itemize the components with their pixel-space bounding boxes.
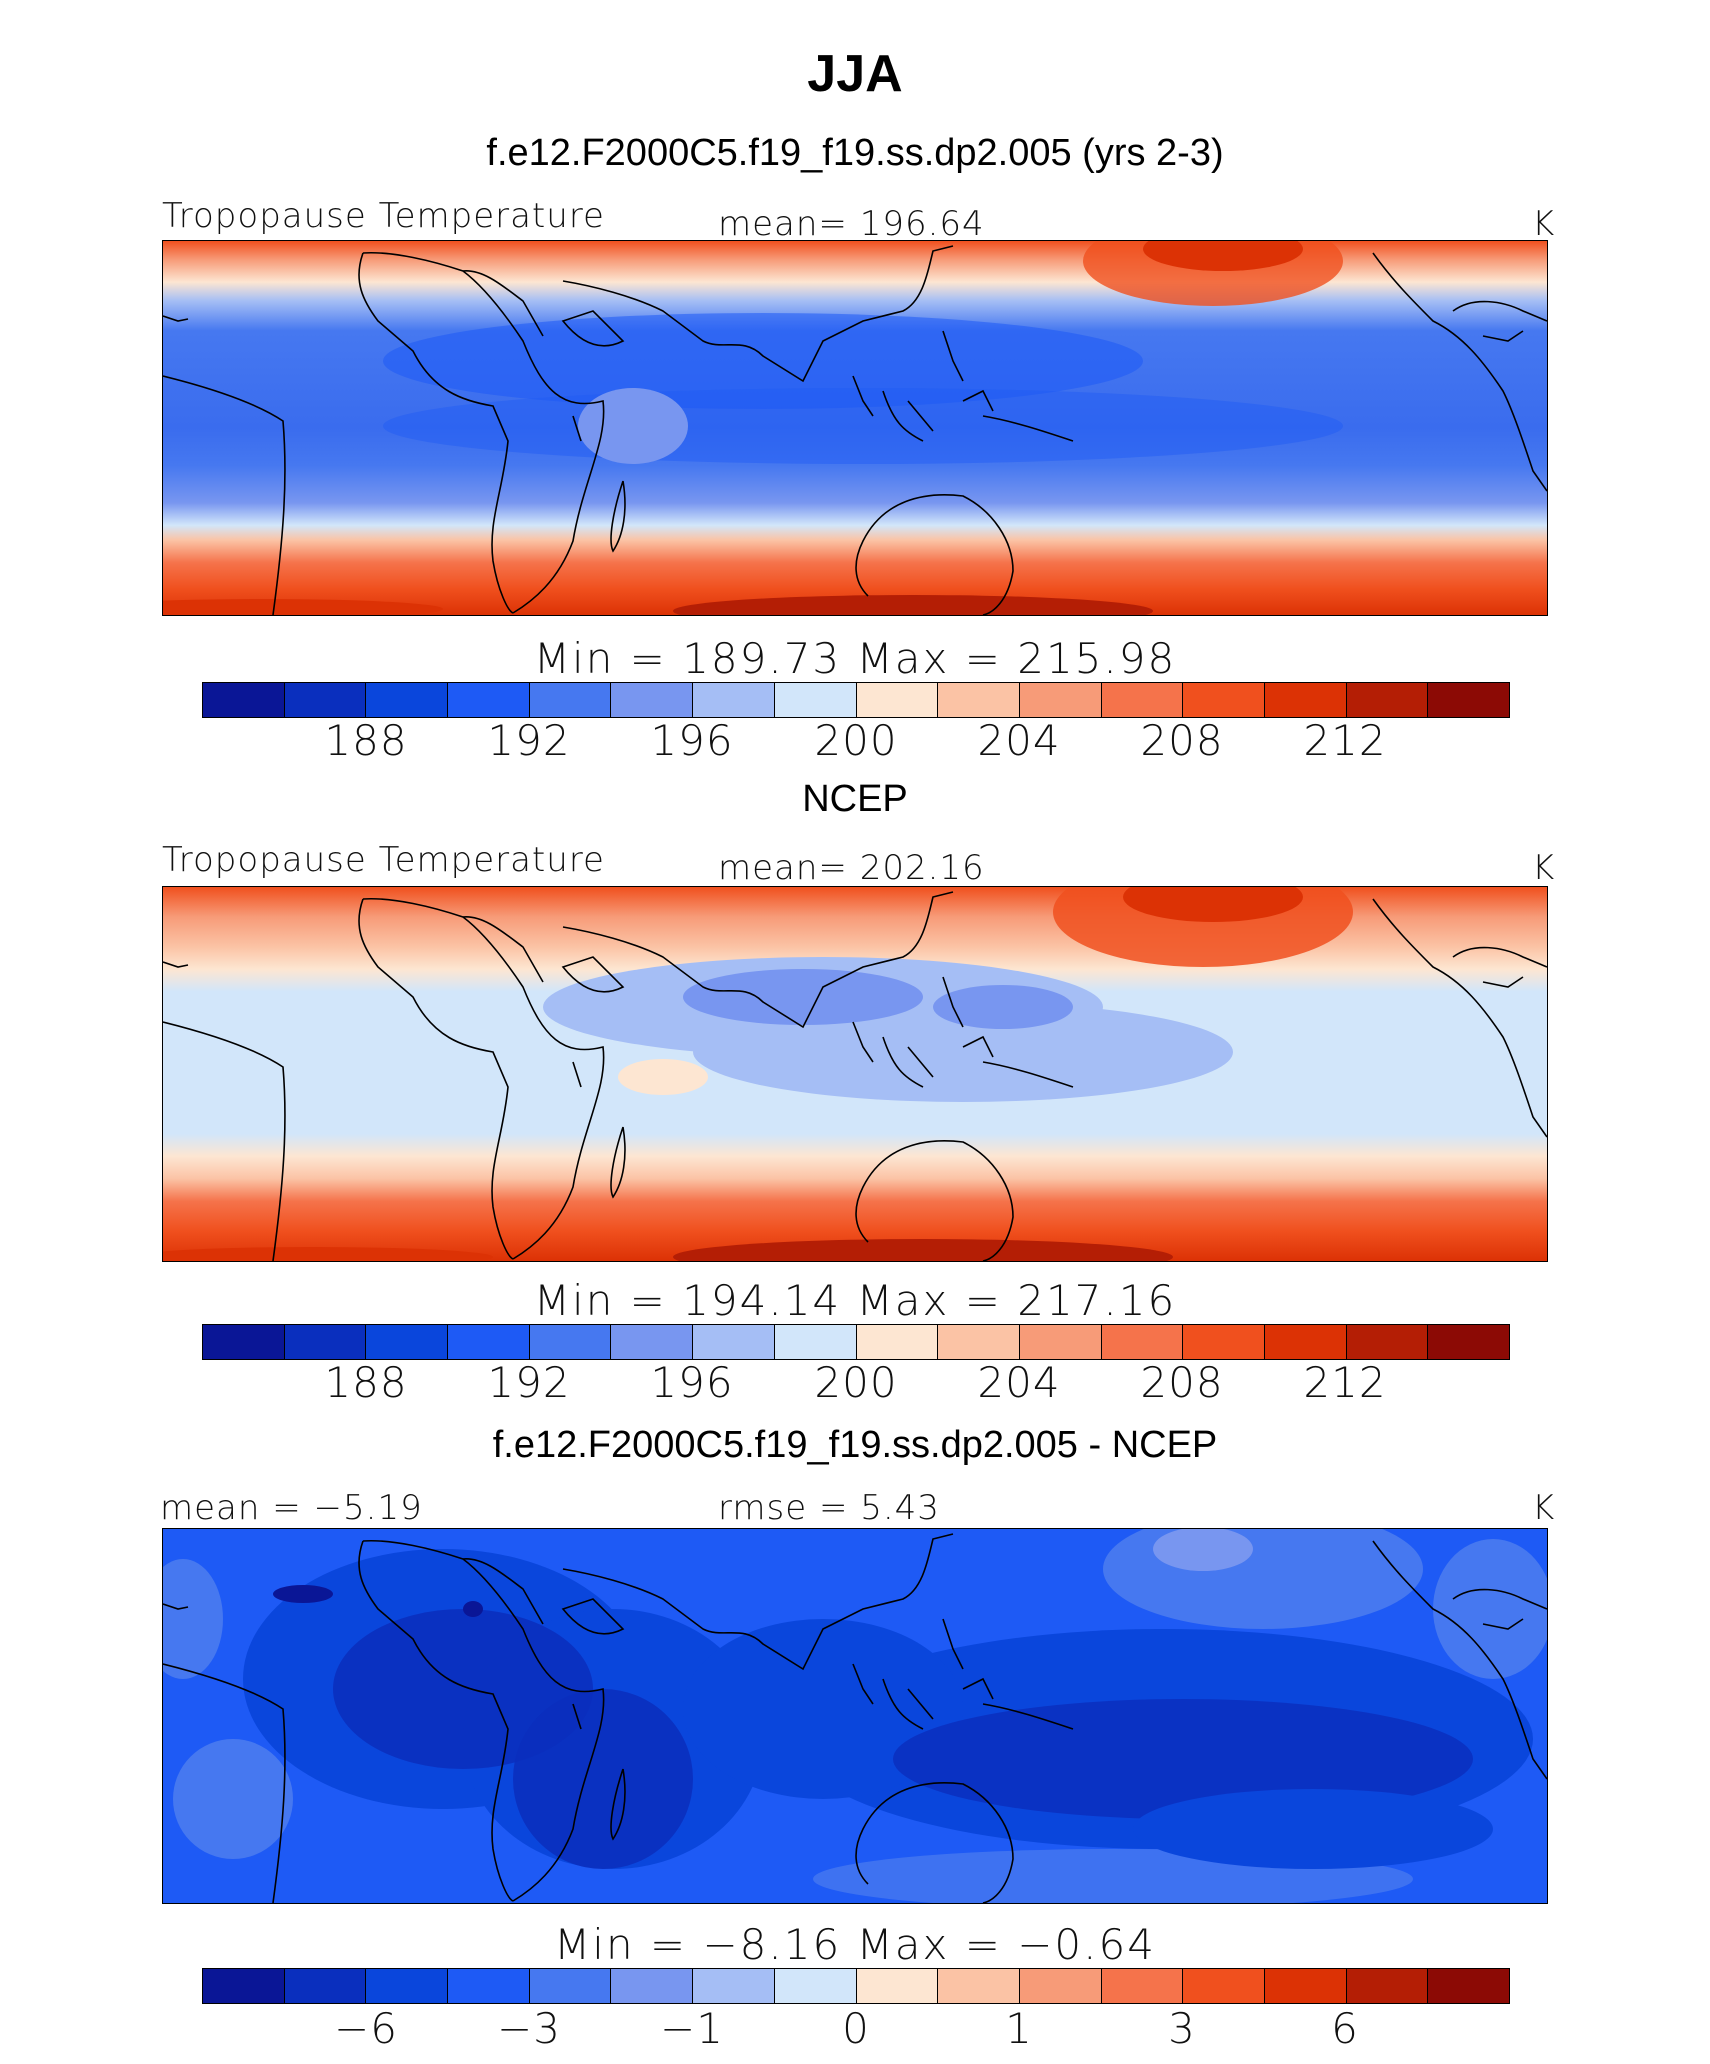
colorbar-box — [1346, 1969, 1429, 2003]
colorbar-box — [529, 1969, 612, 2003]
colorbar-box — [284, 683, 367, 717]
colorbar-box — [856, 1969, 939, 2003]
colorbar-box — [611, 1325, 694, 1359]
colorbar-tick-label: 200 — [814, 716, 898, 765]
colorbar-box — [938, 683, 1020, 717]
colorbar-box — [774, 1325, 857, 1359]
colorbar-box — [938, 1325, 1020, 1359]
panel-3-colorbar — [202, 1968, 1510, 2004]
colorbar-box — [1101, 1969, 1184, 2003]
panel-1-map — [162, 240, 1548, 616]
colorbar-box — [693, 1969, 775, 2003]
colorbar-tick-label: −3 — [497, 2004, 561, 2053]
colorbar-box — [1019, 1969, 1102, 2003]
colorbar-tick-label: −1 — [660, 2004, 724, 2053]
panel-2-map — [162, 886, 1548, 1262]
colorbar-box — [366, 1325, 449, 1359]
colorbar-box — [1264, 1325, 1347, 1359]
colorbar-box — [1346, 1325, 1429, 1359]
panel-3-units-label: K — [1532, 1488, 1556, 1528]
panel-3-minmax: Min = −8.16 Max = −0.64 — [554, 1920, 1156, 1969]
colorbar-tick-label: 188 — [324, 716, 408, 765]
colorbar-box — [448, 683, 530, 717]
colorbar-tick-label: 192 — [487, 716, 571, 765]
colorbar-tick-label: 0 — [842, 2004, 870, 2053]
colorbar-tick-label: 6 — [1331, 2004, 1359, 2053]
colorbar-box — [284, 1969, 367, 2003]
panel-3-rmse-label: rmse = 5.43 — [718, 1488, 940, 1528]
colorbar-box — [366, 1969, 449, 2003]
panel-2-colorbar-ticks: 188 192 196 200 204 208 212 — [0, 1358, 1710, 1408]
colorbar-box — [1264, 1969, 1347, 2003]
colorbar-box — [203, 683, 285, 717]
colorbar-box — [611, 1969, 694, 2003]
panel-3-title: f.e12.F2000C5.f19_f19.ss.dp2.005 - NCEP — [492, 1424, 1218, 1466]
colorbar-box — [938, 1969, 1020, 2003]
colorbar-box — [1428, 683, 1509, 717]
colorbar-tick-label: 212 — [1303, 1358, 1387, 1407]
colorbar-box — [448, 1969, 530, 2003]
colorbar-tick-label: 196 — [650, 1358, 734, 1407]
colorbar-tick-label: 3 — [1168, 2004, 1196, 2053]
colorbar-box — [203, 1969, 285, 2003]
panel-2-units-label: K — [1532, 848, 1556, 888]
figure-title: JJA — [807, 45, 903, 103]
colorbar-box — [693, 1325, 775, 1359]
colorbar-tick-label: 1 — [1005, 2004, 1033, 2053]
colorbar-box — [366, 683, 449, 717]
colorbar-box — [1346, 683, 1429, 717]
colorbar-box — [203, 1325, 285, 1359]
colorbar-tick-label: 188 — [324, 1358, 408, 1407]
colorbar-box — [284, 1325, 367, 1359]
panel-1-title: f.e12.F2000C5.f19_f19.ss.dp2.005 (yrs 2-… — [486, 132, 1224, 174]
panel-3-mean-label: mean = −5.19 — [160, 1488, 423, 1528]
colorbar-box — [1428, 1325, 1509, 1359]
panel-1-variable-label: Tropopause Temperature — [162, 196, 605, 236]
panel-1-minmax: Min = 189.73 Max = 215.98 — [533, 634, 1177, 683]
colorbar-box — [1183, 683, 1265, 717]
colorbar-tick-label: 212 — [1303, 716, 1387, 765]
colorbar-box — [448, 1325, 530, 1359]
colorbar-tick-label: 196 — [650, 716, 734, 765]
colorbar-box — [1183, 1325, 1265, 1359]
panel-2-minmax: Min = 194.14 Max = 217.16 — [533, 1276, 1177, 1325]
panel-3-map — [162, 1528, 1548, 1904]
panel-1-units-label: K — [1532, 204, 1556, 244]
colorbar-tick-label: 208 — [1140, 716, 1224, 765]
colorbar-box — [529, 683, 612, 717]
colorbar-box — [529, 1325, 612, 1359]
panel-2-variable-label: Tropopause Temperature — [162, 840, 605, 880]
colorbar-tick-label: 204 — [977, 716, 1061, 765]
panel-3-colorbar-ticks: −6 −3 −1 0 1 3 6 — [0, 2004, 1710, 2054]
colorbar-box — [1101, 683, 1184, 717]
panel-1-colorbar — [202, 682, 1510, 718]
colorbar-box — [611, 683, 694, 717]
colorbar-box — [1183, 1969, 1265, 2003]
colorbar-box — [1019, 1325, 1102, 1359]
colorbar-box — [693, 683, 775, 717]
panel-2-title: NCEP — [802, 778, 908, 820]
colorbar-box — [1101, 1325, 1184, 1359]
colorbar-box — [1428, 1969, 1509, 2003]
colorbar-box — [856, 1325, 939, 1359]
panel-2-colorbar — [202, 1324, 1510, 1360]
colorbar-box — [774, 1969, 857, 2003]
colorbar-tick-label: 208 — [1140, 1358, 1224, 1407]
colorbar-box — [1019, 683, 1102, 717]
panel-2-mean-label: mean= 202.16 — [718, 848, 985, 888]
colorbar-box — [1264, 683, 1347, 717]
colorbar-box — [856, 683, 939, 717]
panel-1-mean-label: mean= 196.64 — [718, 204, 985, 244]
colorbar-box — [774, 683, 857, 717]
colorbar-tick-label: −6 — [334, 2004, 398, 2053]
panel-1-colorbar-ticks: 188 192 196 200 204 208 212 — [0, 716, 1710, 766]
colorbar-tick-label: 192 — [487, 1358, 571, 1407]
colorbar-tick-label: 200 — [814, 1358, 898, 1407]
colorbar-tick-label: 204 — [977, 1358, 1061, 1407]
